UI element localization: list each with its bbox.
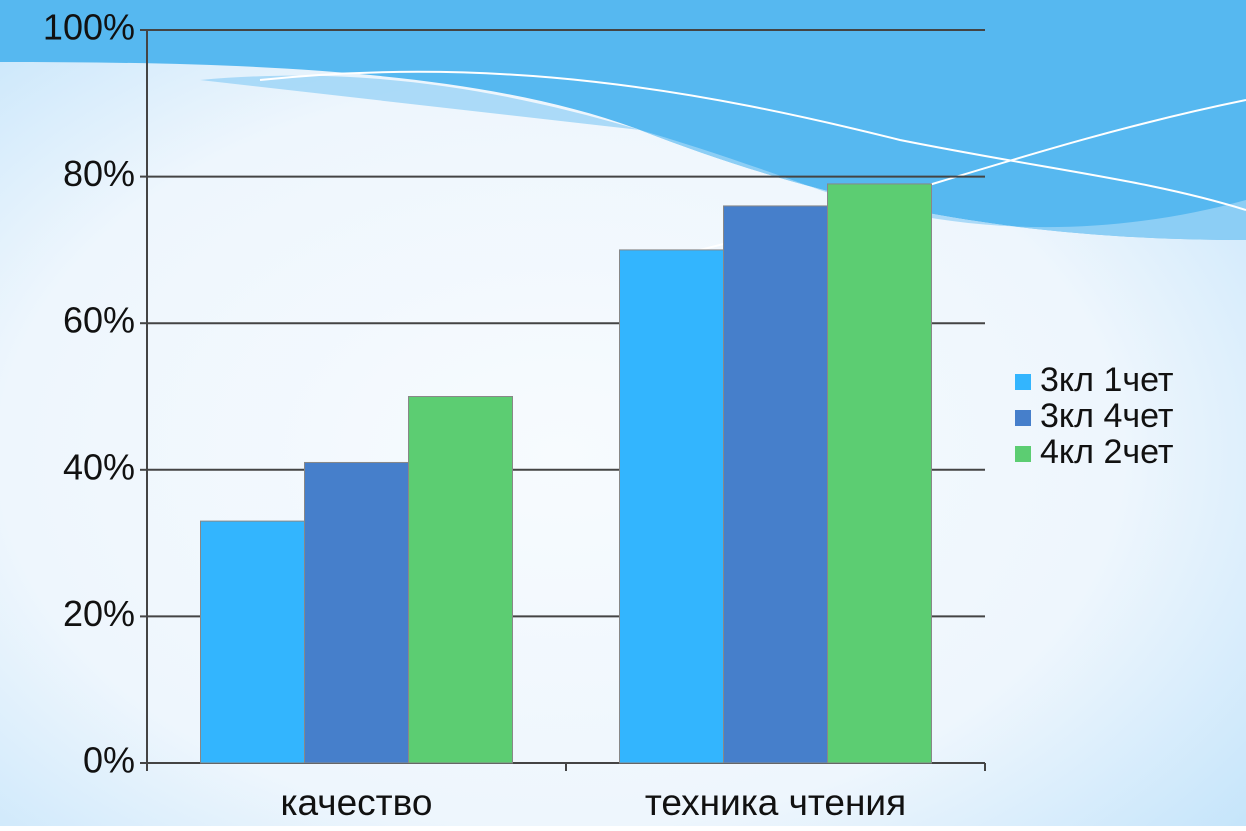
bar — [723, 205, 828, 764]
bar — [827, 183, 932, 764]
wave — [0, 0, 1246, 240]
y-tick-label: 20% — [63, 593, 135, 634]
bar — [304, 461, 409, 764]
x-tick-label: техника чтения — [645, 782, 906, 823]
y-tick-label: 40% — [63, 446, 135, 487]
legend-label: 4кл 2чет — [1040, 433, 1173, 471]
y-tick-label: 80% — [63, 153, 135, 194]
x-tick-label: качество — [281, 782, 433, 823]
legend-label: 3кл 4чет — [1040, 397, 1173, 435]
legend-marker — [1015, 410, 1031, 426]
y-tick-label: 0% — [83, 740, 135, 781]
bar — [619, 249, 724, 764]
bar — [408, 396, 513, 764]
wave — [200, 75, 1246, 241]
legend-label: 3кл 1чет — [1040, 361, 1173, 399]
y-tick-label: 60% — [63, 300, 135, 341]
plot: 0% 20% 40% 60% 80% 100% качество техника чтения… — [43, 7, 1174, 823]
legend-marker — [1015, 374, 1031, 390]
wave-line — [259, 70, 1246, 211]
legend-marker — [1015, 446, 1031, 462]
y-tick-label: 100% — [43, 7, 135, 48]
bar — [200, 520, 305, 764]
